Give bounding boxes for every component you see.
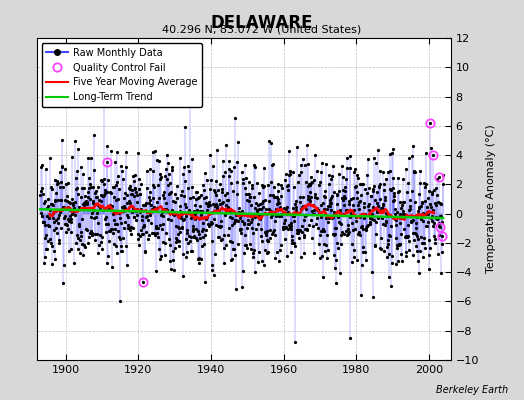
Text: 40.296 N, 83.072 W (United States): 40.296 N, 83.072 W (United States) [162, 24, 362, 34]
Y-axis label: Temperature Anomaly (°C): Temperature Anomaly (°C) [486, 125, 496, 273]
Text: DELAWARE: DELAWARE [211, 14, 313, 32]
Legend: Raw Monthly Data, Quality Control Fail, Five Year Moving Average, Long-Term Tren: Raw Monthly Data, Quality Control Fail, … [41, 43, 202, 107]
Text: Berkeley Earth: Berkeley Earth [436, 385, 508, 395]
